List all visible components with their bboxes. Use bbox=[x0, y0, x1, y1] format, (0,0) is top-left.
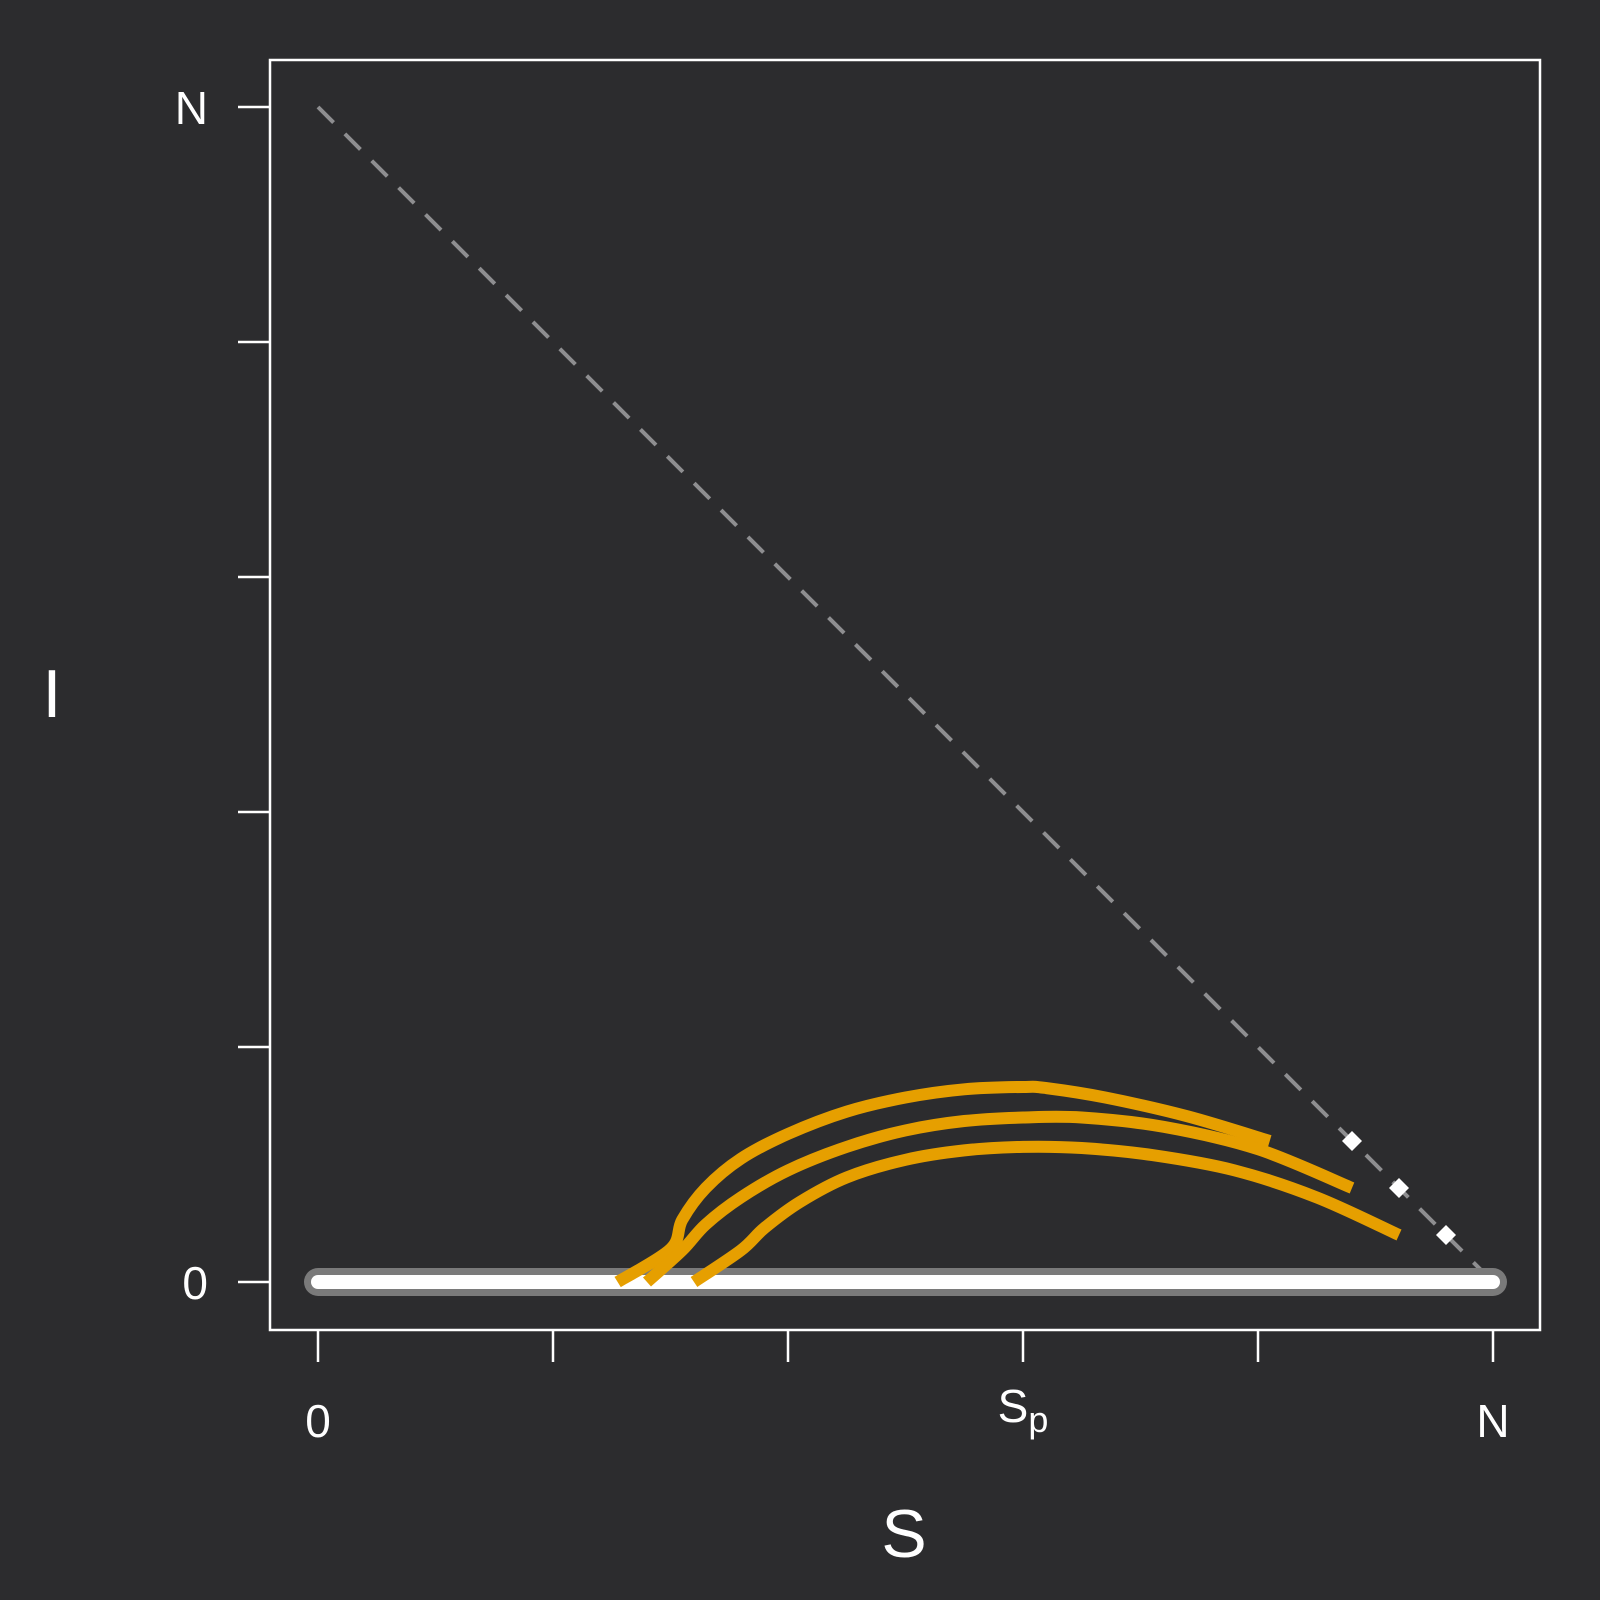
x-axis-title: S bbox=[881, 1496, 926, 1572]
y-tick-label-2: N bbox=[175, 82, 208, 134]
start-point-1 bbox=[1342, 1131, 1362, 1151]
reference-diagonal-group bbox=[316, 105, 1495, 1284]
trajectory-series-group bbox=[614, 1080, 1402, 1288]
trajectory-line-2 bbox=[642, 1110, 1355, 1287]
start-point-2 bbox=[1389, 1178, 1409, 1198]
dashed-diagonal bbox=[316, 105, 1495, 1284]
x-tick-label-3: N bbox=[1476, 1395, 1509, 1447]
y-axis-title: I bbox=[43, 656, 62, 732]
y-tick-labels: 0N bbox=[175, 82, 208, 1309]
y-axis-ticks bbox=[238, 105, 270, 1284]
y-tick-label-1: 0 bbox=[182, 1257, 208, 1309]
trajectory-line-1 bbox=[614, 1080, 1272, 1288]
start-points-group bbox=[1342, 1131, 1456, 1245]
plot-frame bbox=[268, 58, 1542, 1332]
x-tick-label-1: 0 bbox=[305, 1395, 331, 1447]
trajectory-line-3 bbox=[690, 1140, 1402, 1287]
x-axis-ticks bbox=[316, 1330, 1495, 1362]
start-point-3 bbox=[1436, 1225, 1456, 1245]
x-tick-labels: 0 Sp N bbox=[305, 1380, 1509, 1447]
x-tick-label-2: Sp bbox=[998, 1380, 1049, 1440]
